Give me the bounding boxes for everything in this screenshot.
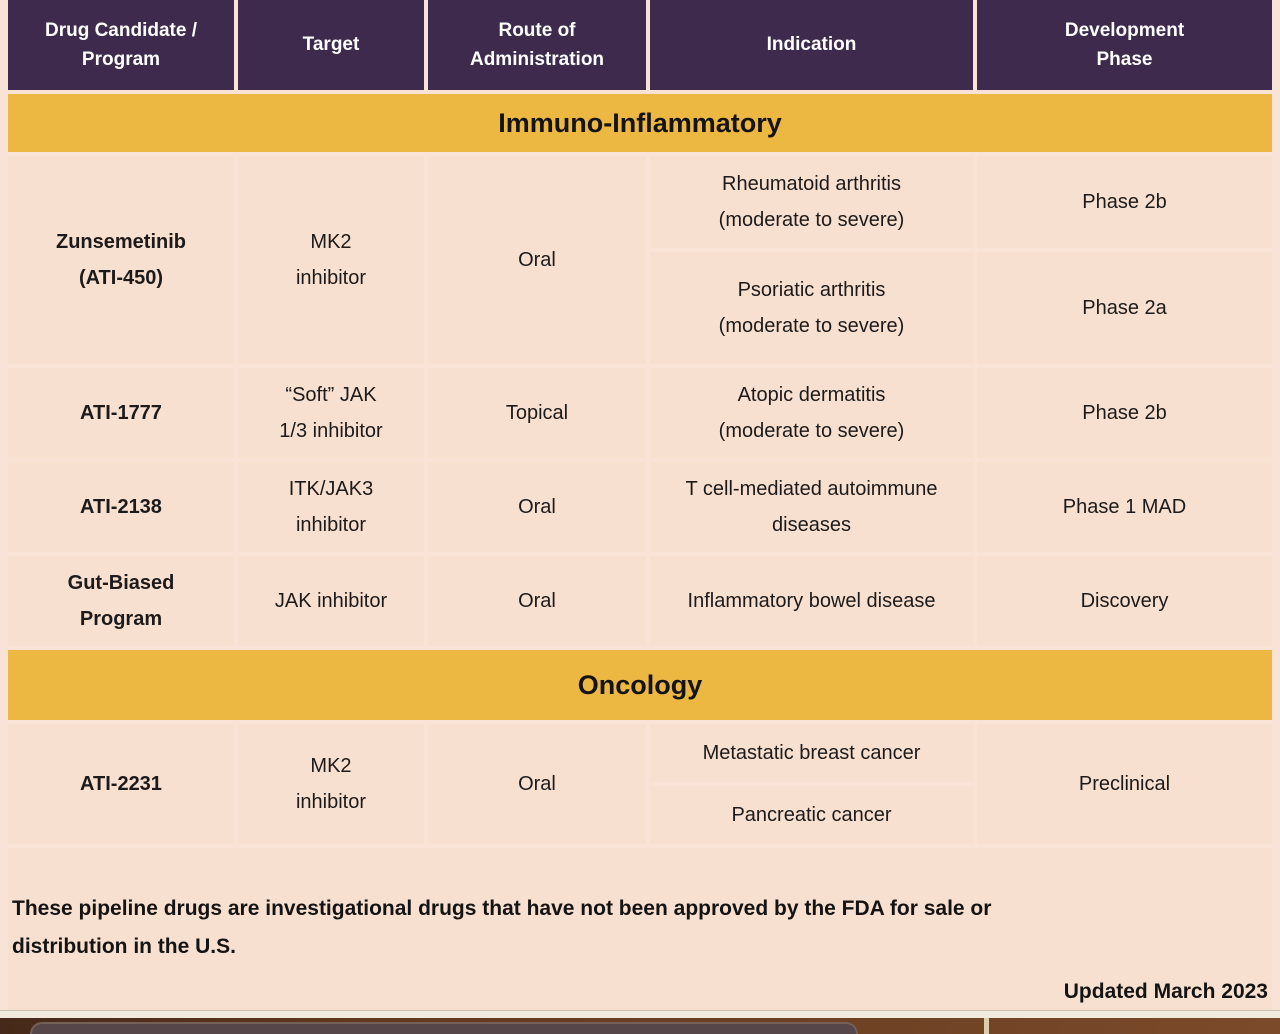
section-immuno-rows: Zunsemetinib (ATI-450) MK2 inhibitor Ora… <box>8 156 1272 646</box>
cell-indication-atopic-dermatitis: Atopic dermatitis (moderate to severe) <box>650 368 973 458</box>
cell-route-ati-2138: Oral <box>428 462 646 552</box>
cell-phase-ibd: Discovery <box>977 556 1272 646</box>
cell-route-ati-1777: Topical <box>428 368 646 458</box>
bottom-bar-rounded-shape <box>30 1022 858 1034</box>
slide-edge-line <box>0 1010 1280 1018</box>
cell-route-gut-biased-program: Oral <box>428 556 646 646</box>
cell-drug-zunsemetinib: Zunsemetinib (ATI-450) <box>8 156 234 364</box>
updated-date-text: Updated March 2023 <box>1063 980 1268 1003</box>
cell-phase-atopic-dermatitis: Phase 2b <box>977 368 1272 458</box>
cell-drug-gut-biased-program: Gut-Biased Program <box>8 556 234 646</box>
cell-indication-ibd: Inflammatory bowel disease <box>650 556 973 646</box>
cell-target-zunsemetinib: MK2 inhibitor <box>238 156 424 364</box>
cell-phase-t-cell-autoimmune: Phase 1 MAD <box>977 462 1272 552</box>
cell-drug-ati-1777: ATI-1777 <box>8 368 234 458</box>
cell-indication-pancreatic-cancer: Pancreatic cancer <box>650 786 973 844</box>
col-header-indication: Indication <box>650 0 973 90</box>
bottom-bar-divider <box>984 1018 989 1034</box>
section-header-immuno-inflammatory: Immuno-Inflammatory <box>8 94 1272 152</box>
table-header-row: Drug Candidate / Program Target Route of… <box>8 0 1272 90</box>
cell-route-zunsemetinib: Oral <box>428 156 646 364</box>
col-header-drug-candidate: Drug Candidate / Program <box>8 0 234 90</box>
cell-phase-psoriatic-arthritis: Phase 2a <box>977 252 1272 364</box>
cell-route-ati-2231: Oral <box>428 724 646 844</box>
cell-indication-t-cell-autoimmune: T cell-mediated autoimmune diseases <box>650 462 973 552</box>
section-header-oncology: Oncology <box>8 650 1272 720</box>
cell-phase-rheumatoid-arthritis: Phase 2b <box>977 156 1272 248</box>
cell-indication-psoriatic-arthritis: Psoriatic arthritis (moderate to severe) <box>650 252 973 364</box>
section-oncology-rows: ATI-2231 MK2 inhibitor Oral Metastatic b… <box>8 724 1272 844</box>
col-header-target: Target <box>238 0 424 90</box>
fda-disclaimer-text: These pipeline drugs are investigational… <box>12 897 992 958</box>
slide-bottom-bar <box>0 1018 1280 1034</box>
cell-target-ati-2231: MK2 inhibitor <box>238 724 424 844</box>
col-header-phase: Development Phase <box>977 0 1272 90</box>
footer-area: These pipeline drugs are investigational… <box>8 848 1272 1010</box>
cell-drug-ati-2231: ATI-2231 <box>8 724 234 844</box>
cell-target-ati-1777: “Soft” JAK 1/3 inhibitor <box>238 368 424 458</box>
col-header-route: Route of Administration <box>428 0 646 90</box>
cell-target-gut-biased-program: JAK inhibitor <box>238 556 424 646</box>
cell-indication-metastatic-breast-cancer: Metastatic breast cancer <box>650 724 973 782</box>
cell-indication-rheumatoid-arthritis: Rheumatoid arthritis (moderate to severe… <box>650 156 973 248</box>
cell-target-ati-2138: ITK/JAK3 inhibitor <box>238 462 424 552</box>
cell-phase-ati-2231: Preclinical <box>977 724 1272 844</box>
cell-drug-ati-2138: ATI-2138 <box>8 462 234 552</box>
